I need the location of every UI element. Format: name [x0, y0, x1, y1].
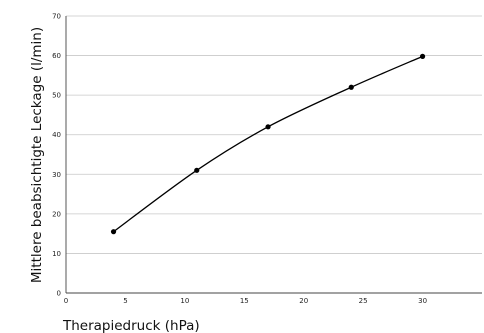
y-tick-label: 40: [52, 131, 61, 139]
axes: [65, 16, 482, 294]
tick-labels: 0 10 20 30 40 50 60 70 0 5 10 15 20 25 30: [52, 13, 427, 306]
y-tick-label: 70: [52, 13, 61, 21]
series: [110, 53, 426, 235]
data-point: [419, 53, 426, 59]
data-point: [194, 167, 200, 173]
y-tick-label: 0: [57, 290, 61, 298]
y-tick-label: 30: [52, 171, 61, 179]
y-axis-title: Mittlere beabsichtigte Leckage (l/min): [29, 27, 45, 283]
y-tick-label: 60: [52, 52, 61, 60]
x-tick-label: 30: [418, 297, 427, 305]
x-tick-label: 15: [240, 297, 249, 305]
y-tick-label: 50: [52, 92, 61, 100]
x-axis-title: Therapiedruck (hPa): [62, 318, 200, 333]
data-point: [110, 229, 117, 235]
data-point: [265, 124, 271, 130]
x-tick-label: 5: [123, 297, 127, 305]
x-tick-label: 0: [64, 297, 68, 305]
y-tick-label: 10: [52, 250, 61, 258]
gridlines: [66, 15, 482, 254]
x-tick-label: 25: [359, 297, 368, 305]
y-tick-label: 20: [52, 210, 61, 218]
x-tick-label: 10: [180, 297, 189, 305]
series-line: [113, 55, 423, 233]
data-point: [348, 84, 354, 90]
x-tick-label: 20: [299, 297, 308, 305]
